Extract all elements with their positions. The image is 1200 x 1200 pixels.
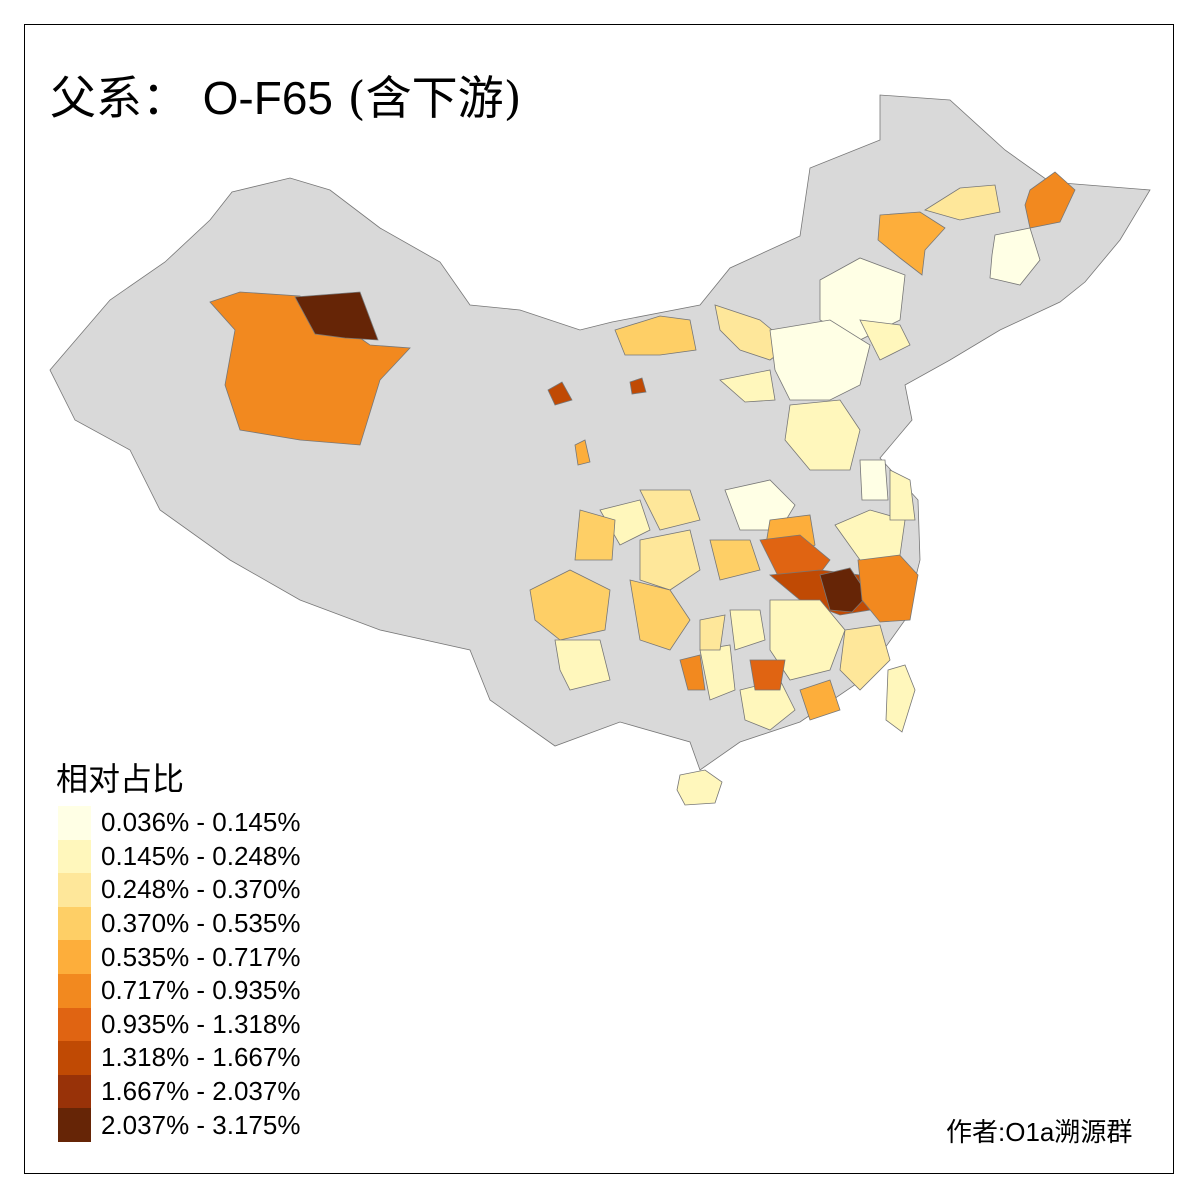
legend-label: 2.037% - 3.175% [101, 1109, 301, 1140]
map-region [629, 377, 647, 395]
map-region [729, 609, 766, 651]
legend-label: 0.145% - 0.248% [101, 840, 301, 871]
legend-label: 0.370% - 0.535% [101, 908, 301, 939]
map-region [614, 315, 697, 356]
map-region [819, 257, 906, 341]
map-region [679, 654, 706, 691]
map-region [554, 639, 611, 691]
legend-title: 相对占比 [56, 760, 185, 798]
map-region [529, 569, 611, 641]
legend-label: 0.248% - 0.370% [101, 874, 301, 905]
map-region [859, 319, 911, 361]
map-region [859, 459, 889, 501]
map-region [294, 291, 379, 341]
legend-swatch [58, 906, 91, 941]
legend-swatch [58, 806, 91, 840]
legend-label: 1.318% - 1.667% [101, 1042, 301, 1073]
map-region [574, 509, 616, 561]
legend-item: 0.248% - 0.370% [58, 873, 300, 907]
legend-swatch [58, 839, 91, 874]
map-region [1024, 171, 1076, 229]
legend: 0.036% - 0.145% 0.145% - 0.248% 0.248% - 0… [58, 806, 300, 1142]
legend-item: 0.535% - 0.717% [58, 940, 300, 974]
legend-item: 0.935% - 1.318% [58, 1007, 301, 1042]
map-region [769, 319, 871, 401]
map-region [924, 184, 1001, 221]
legend-label: 1.667% - 2.037% [101, 1076, 301, 1107]
map-region [209, 291, 411, 446]
legend-label: 0.935% - 1.318% [101, 1008, 301, 1039]
map-region [639, 529, 701, 591]
legend-item: 1.667% - 2.037% [58, 1074, 301, 1109]
map-title: 父系： O-F65 (含下游) [50, 62, 522, 128]
map-region [989, 227, 1041, 286]
legend-item: 0.717% - 0.935% [58, 973, 301, 1008]
legend-item: 2.037% - 3.175% [58, 1108, 300, 1142]
title-haplogroup: O-F65 [202, 72, 333, 124]
map-region [889, 469, 916, 521]
map-region [784, 399, 861, 471]
map-region [819, 567, 869, 613]
map-region [877, 211, 946, 276]
legend-label: 0.535% - 0.717% [101, 941, 301, 972]
legend-swatch [58, 1074, 91, 1109]
map-region [749, 659, 786, 691]
map-region [799, 679, 841, 721]
map-region [709, 539, 761, 581]
author-credit: 作者:O1a溯源群 [946, 1117, 1133, 1147]
legend-swatch [58, 873, 91, 907]
map-region [834, 509, 906, 561]
map-region [639, 489, 701, 531]
legend-swatch [58, 1041, 91, 1075]
map-region [839, 624, 891, 691]
legend-swatch [58, 973, 91, 1008]
map-region [714, 304, 791, 361]
legend-item: 0.036% - 0.145% [58, 806, 300, 840]
legend-item: 1.318% - 1.667% [58, 1041, 300, 1075]
legend-swatch [58, 1108, 91, 1142]
map-region [574, 439, 591, 466]
legend-swatch [58, 1007, 91, 1042]
map-region [699, 614, 726, 651]
legend-label: 0.036% - 0.145% [101, 807, 301, 838]
title-suffix: (含下游) [347, 71, 522, 125]
map-region [629, 579, 691, 651]
title-prefix: 父系： [50, 71, 188, 125]
legend-item: 0.370% - 0.535% [58, 906, 301, 941]
region-taiwan [885, 664, 916, 733]
legend-label: 0.717% - 0.935% [101, 975, 301, 1006]
map-frame [24, 24, 1174, 1174]
region-hainan [676, 769, 723, 806]
map-region [769, 599, 846, 681]
legend-swatch [58, 940, 91, 974]
legend-item: 0.145% - 0.248% [58, 839, 301, 874]
map-region [547, 381, 573, 406]
map-region [719, 369, 776, 403]
